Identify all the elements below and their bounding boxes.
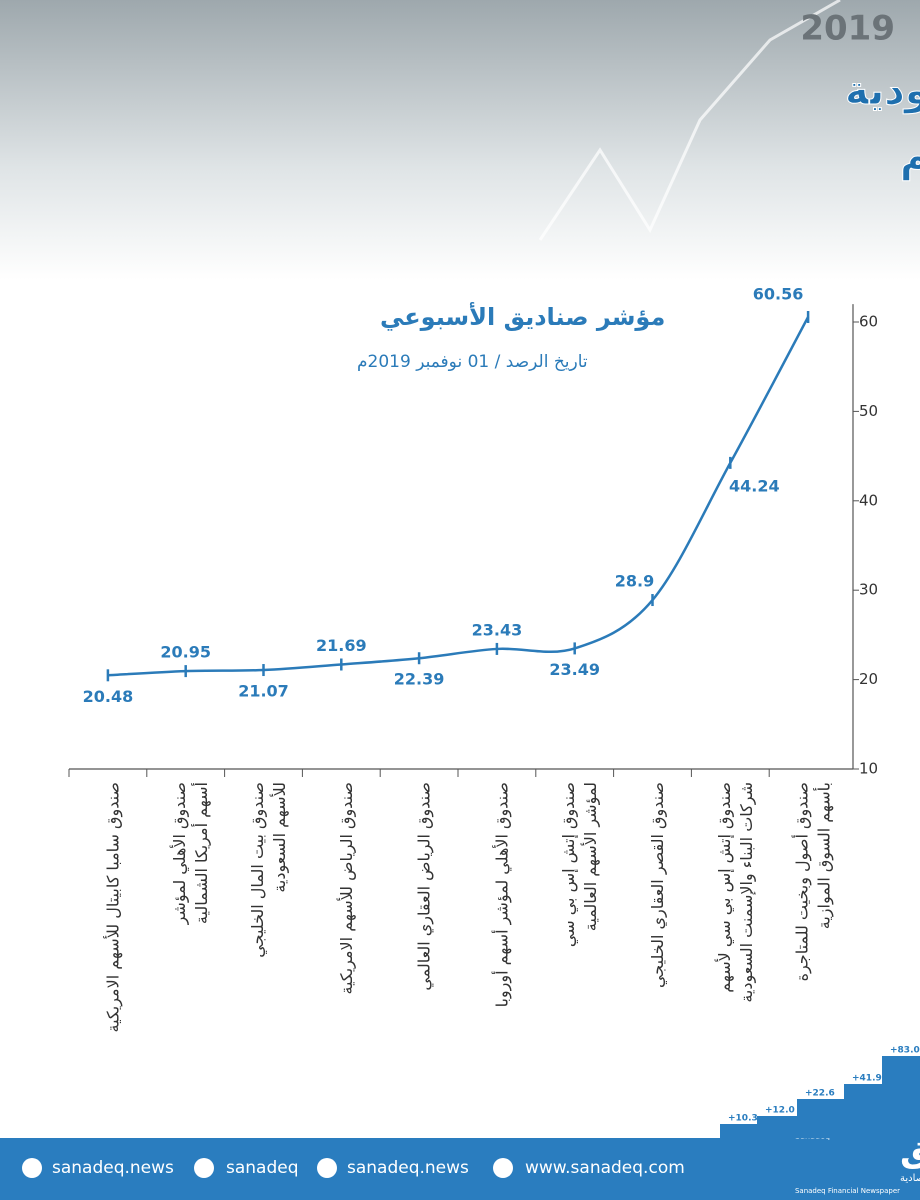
header-decoration bbox=[538, 0, 841, 241]
step-label: +41.9 bbox=[852, 1074, 882, 1084]
step-label: +22.6 bbox=[805, 1089, 835, 1099]
footer-link[interactable]: sanadeq.news bbox=[347, 1158, 469, 1178]
footer-icons bbox=[22, 1158, 513, 1178]
header-background bbox=[0, 0, 920, 280]
x-tick-label: بأسهم السوق الموازية bbox=[813, 782, 835, 929]
x-tick-label: صندوق الرياض للأسهم الامريكية bbox=[336, 782, 357, 995]
logo-name: صناديق bbox=[900, 1128, 920, 1169]
title-line: من حيث العائد الاستثماري منذ بداية العام bbox=[900, 135, 920, 181]
footer-bar bbox=[0, 1138, 920, 1200]
step-label: +83.0 bbox=[890, 1046, 920, 1056]
y-tick-label: 50 bbox=[859, 402, 878, 420]
x-tick-label: أسهم أمريكا الشمالية bbox=[191, 782, 212, 924]
step-label: +10.3 bbox=[728, 1114, 758, 1124]
step-block bbox=[882, 1056, 920, 1138]
x-tick-label: صندوق إتش إس بي سي لأسهم bbox=[714, 782, 735, 993]
y-tick-label: 40 bbox=[859, 491, 878, 509]
footer-link[interactable]: www.sanadeq.com bbox=[525, 1158, 685, 1178]
y-tick-label: 10 bbox=[859, 760, 878, 778]
title-line: أعلى 10 صناديق الاستثمار السعودية bbox=[845, 64, 920, 114]
logo-tagline: صحيفة صناديق الاقتصادية bbox=[900, 1173, 920, 1184]
x-tick-label: صندوق القصر العقاري الخليجي bbox=[648, 782, 668, 988]
value-label: 21.07 bbox=[238, 682, 289, 701]
y-tick-label: 60 bbox=[859, 313, 878, 331]
x-tick-label: صندوق أصول وبخيت للمتاجرة bbox=[792, 782, 813, 981]
x-tick-label: شركات البناء والإسمنت السعودية bbox=[737, 782, 757, 1003]
x-tick-label: صندوق بيت المال الخليجي bbox=[248, 782, 268, 958]
value-label: 20.95 bbox=[160, 643, 211, 662]
footer-link[interactable]: sanadeq.news bbox=[52, 1158, 174, 1178]
x-tick-label: صندوق الأهلي لمؤشر bbox=[169, 782, 190, 925]
footer-link[interactable]: sanadeq bbox=[226, 1158, 299, 1178]
x-tick-label: صندوق إتش إس بي سي bbox=[559, 782, 579, 947]
value-label: 28.9 bbox=[615, 572, 654, 591]
y-tick-label: 30 bbox=[859, 581, 878, 599]
value-label: 22.39 bbox=[394, 670, 445, 689]
logo-tagline-en: Sanadeq Financial Newspaper bbox=[795, 1187, 900, 1195]
value-label: 60.56 bbox=[753, 284, 804, 303]
y-tick-label: 20 bbox=[859, 670, 878, 688]
value-label: 21.69 bbox=[316, 636, 367, 655]
value-label: 23.43 bbox=[472, 620, 523, 639]
value-label: 44.24 bbox=[729, 476, 780, 495]
x-tick-label: صندوق سامبا كابيتال للأسهم الامريكية bbox=[102, 782, 123, 1032]
x-tick-label: صندوق الرياض العقاري العالمي bbox=[415, 782, 435, 991]
x-tick-label: للأسهم السعودية bbox=[269, 782, 290, 893]
year: 2019 bbox=[800, 9, 895, 49]
step-label: +12.0 bbox=[765, 1106, 795, 1116]
x-tick-label: لمؤشر الأسهم العالمية bbox=[580, 782, 601, 931]
chart-subtitle: تاريخ الرصد / 01 نوفمبر 2019م bbox=[357, 352, 588, 372]
value-label: 23.49 bbox=[549, 660, 600, 679]
value-label: 20.48 bbox=[83, 687, 134, 706]
x-tick-label: صندوق الأهلي لمؤشر أسهم أوروبا bbox=[491, 782, 512, 1007]
chart-title: مؤشر صناديق الأسبوعي bbox=[380, 302, 665, 331]
